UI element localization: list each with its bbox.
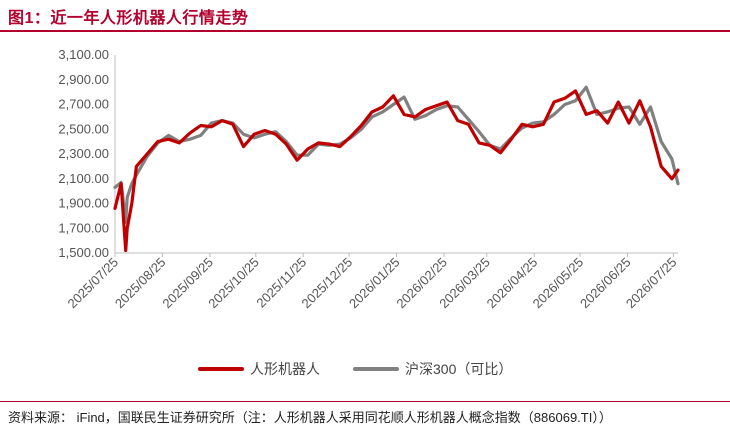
x-axis-ticks: 2025/07/252025/08/252025/09/252025/10/25…: [64, 253, 680, 312]
title-rule: [0, 30, 730, 32]
legend: 人形机器人 沪深300（可比）: [198, 361, 512, 377]
y-tick-label: 2,700.00: [58, 97, 109, 112]
y-tick-label: 3,100.00: [58, 47, 109, 62]
footer-rule: [0, 401, 730, 402]
y-tick-label: 2,500.00: [58, 121, 109, 136]
y-tick-label: 1,500.00: [58, 245, 109, 260]
legend-item-robot-label: 人形机器人: [250, 361, 320, 377]
source-note: 资料来源： iFind，国联民生证券研究所（注：人形机器人采用同花顺人形机器人概…: [8, 410, 612, 425]
y-tick-label: 2,100.00: [58, 171, 109, 186]
y-tick-label: 1,900.00: [58, 196, 109, 211]
y-tick-label: 2,300.00: [58, 146, 109, 161]
y-axis-ticks: 1,500.00 1,700.00 1,900.00 2,100.00 2,300.00…: [58, 47, 109, 260]
y-tick-label: 1,700.00: [58, 220, 109, 235]
x-tick-label: 2025/07/25: [64, 255, 121, 312]
series-line-robot: [113, 89, 680, 253]
series-line-hs300: [113, 85, 680, 224]
y-tick-label: 2,900.00: [58, 72, 109, 87]
legend-item-hs300-label: 沪深300（可比）: [405, 361, 512, 377]
chart-plot-frame: [114, 55, 678, 254]
figure-title: 图1：近一年人形机器人行情走势: [8, 10, 249, 27]
line-chart: 1,500.00 1,700.00 1,900.00 2,100.00 2,300.00…: [58, 47, 680, 377]
series-lines: [113, 85, 680, 253]
x-tick-label: 2025/08/25: [112, 255, 169, 312]
x-tick-label: 2026/01/25: [346, 255, 403, 312]
